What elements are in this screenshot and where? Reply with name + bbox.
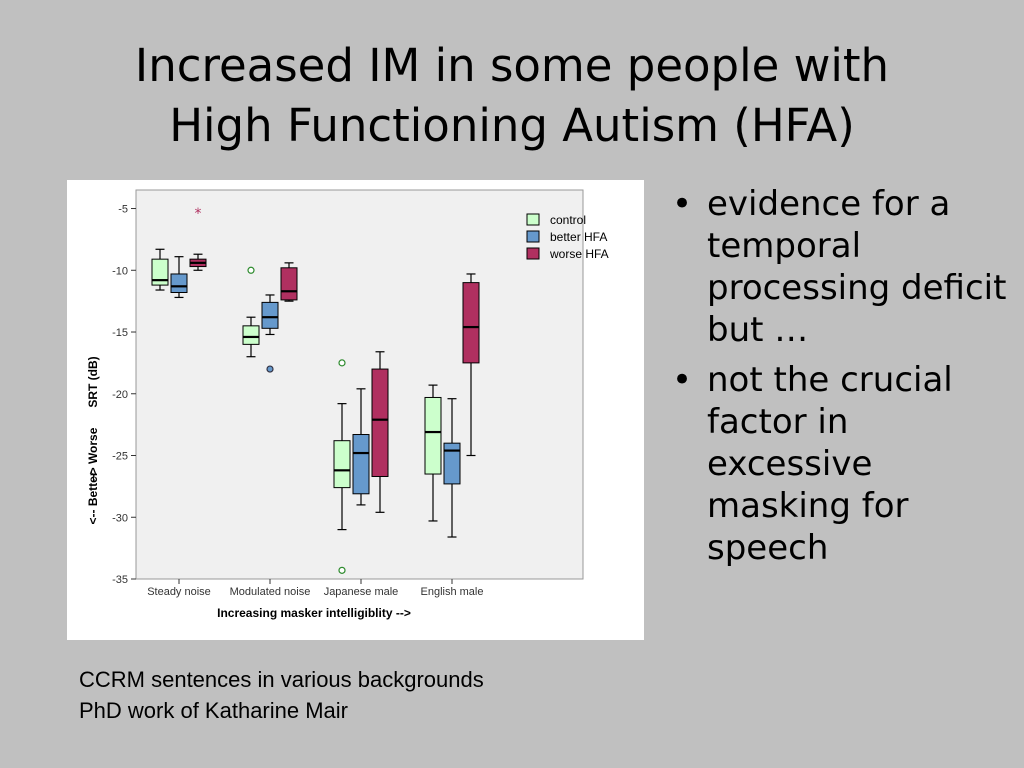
x-axis-label: Increasing masker intelligiblity -->	[217, 606, 411, 620]
outlier-point	[247, 266, 255, 274]
slide-title-line-1: Increased IM in some people with	[134, 39, 890, 92]
legend-label: worse HFA	[549, 247, 609, 261]
box-control	[333, 403, 351, 531]
boxplot-chart: --> Worse SRT (dB) <-- Better Increasing…	[67, 180, 644, 640]
x-tick-label: English male	[421, 586, 484, 598]
box-better-hfa	[261, 294, 279, 336]
box-iqr	[371, 368, 389, 478]
y-tick-label: -35	[112, 574, 128, 586]
box-iqr	[443, 442, 461, 485]
bullet-text: not the crucial factor in excessive mask…	[707, 360, 953, 568]
legend-swatch	[526, 247, 540, 260]
x-tick-label: Modulated noise	[230, 586, 311, 598]
legend-swatch	[526, 213, 540, 226]
bullet-item: • evidence for a temporal processing defi…	[672, 183, 1017, 351]
boxplot-svg: --> Worse SRT (dB) <-- Better Increasing…	[86, 189, 609, 620]
bullet-list: • evidence for a temporal processing defi…	[672, 183, 1017, 577]
caption-line-1: CCRM sentences in various backgrounds	[79, 667, 484, 692]
box-better-hfa	[352, 388, 370, 506]
legend-swatch	[526, 230, 540, 243]
y-tick-label: -25	[112, 451, 128, 463]
box-control	[424, 384, 442, 522]
box-iqr	[352, 434, 370, 495]
slide-title: Increased IM in some people with High Fu…	[0, 36, 1024, 156]
box-control	[151, 248, 169, 291]
y-tick-label: -10	[112, 265, 128, 277]
y-axis-label: SRT (dB)	[86, 356, 100, 407]
outlier-star: *	[195, 206, 202, 222]
outlier-point	[338, 359, 346, 367]
legend-label: control	[550, 213, 586, 227]
caption: CCRM sentences in various backgrounds Ph…	[79, 664, 484, 726]
y-tick-label: -30	[112, 512, 128, 524]
box-control	[242, 316, 260, 358]
plot-area	[135, 189, 584, 580]
legend-label: better HFA	[550, 230, 607, 244]
chart-legend: control better HFA worse HFA	[526, 213, 609, 261]
bullet-item: • not the crucial factor in excessive mas…	[672, 359, 1017, 569]
box-worse-hfa	[371, 351, 389, 513]
box-iqr	[261, 301, 279, 329]
bullet-dot-icon: •	[672, 360, 693, 400]
y-tick-label: -5	[118, 204, 128, 216]
x-tick-label: Japanese male	[324, 586, 399, 598]
box-iqr	[151, 258, 169, 286]
box-worse-hfa	[189, 253, 207, 271]
box-better-hfa	[170, 256, 188, 299]
box-iqr	[280, 267, 298, 301]
box-iqr	[424, 396, 442, 475]
box-iqr	[333, 440, 351, 489]
caption-line-2: PhD work of Katharine Mair	[79, 698, 348, 723]
y-axis-label-bottom: <-- Better	[86, 471, 100, 524]
box-iqr	[462, 282, 480, 364]
outlier-point	[338, 566, 346, 574]
slide-title-line-2: High Functioning Autism (HFA)	[169, 99, 855, 152]
box-iqr	[242, 325, 260, 345]
outlier-point	[266, 365, 274, 373]
y-tick-label: -15	[112, 327, 128, 339]
box-better-hfa	[443, 398, 461, 538]
box-worse-hfa	[462, 273, 480, 457]
box-iqr	[170, 273, 188, 293]
bullet-text: evidence for a temporal processing defic…	[707, 184, 1007, 350]
x-tick-label: Steady noise	[147, 586, 211, 598]
bullet-dot-icon: •	[672, 184, 693, 224]
y-axis-label-top: --> Worse	[86, 427, 100, 482]
box-worse-hfa	[280, 262, 298, 302]
y-tick-label: -20	[112, 389, 128, 401]
